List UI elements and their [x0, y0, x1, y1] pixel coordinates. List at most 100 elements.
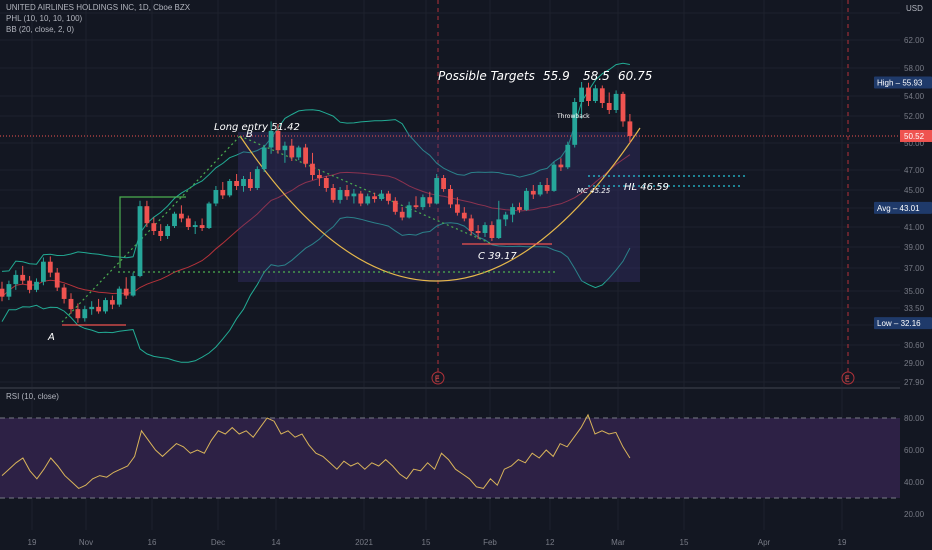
price-axis: USD27.9029.0030.6032.0033.5035.0037.0039…: [874, 0, 932, 550]
point-a-label: A: [47, 332, 55, 343]
candle-body: [116, 288, 122, 305]
candle-body: [606, 103, 612, 110]
candle-body: [503, 214, 509, 220]
throwback-label: Throwback: [556, 113, 590, 120]
candle-body: [179, 213, 184, 219]
candle-body: [434, 178, 440, 204]
candle-body: [344, 190, 350, 197]
candle-body: [558, 164, 564, 168]
candle-body: [317, 175, 322, 178]
earnings-marker-label: E: [845, 375, 850, 384]
downtrend-line: [239, 135, 493, 245]
candle-body: [254, 169, 260, 188]
price-tick-label: 39.00: [904, 243, 925, 252]
candle-body: [165, 226, 170, 236]
target-value: 55.9: [543, 69, 570, 83]
rsi-tick-label: 60.00: [904, 446, 925, 455]
point-b-label: B: [246, 129, 253, 140]
candle-body: [468, 218, 474, 231]
candle-body: [241, 179, 246, 186]
price-axis-bg: [900, 0, 932, 550]
time-tick-label: Dec: [211, 538, 225, 547]
candle-body: [579, 87, 584, 102]
candle-body: [420, 197, 426, 208]
candle-body: [565, 144, 571, 168]
time-tick-label: 15: [422, 538, 431, 547]
candle-body: [54, 272, 60, 288]
candle-body: [213, 190, 219, 204]
candle-body: [379, 193, 384, 199]
candle-body: [544, 185, 550, 191]
candle-body: [593, 88, 598, 101]
candle-body: [475, 231, 481, 233]
candle-body: [96, 306, 101, 312]
bb-basis: [1, 154, 631, 298]
candle-body: [6, 284, 12, 297]
time-axis: 19 Nov 16 Dec 14 2021 15 Feb 12 Mar 15 Apr 19: [0, 532, 932, 550]
price-tick-label: 45.00: [904, 186, 925, 195]
target-value: 58.5: [583, 69, 610, 83]
earnings-marker-circle: [841, 371, 855, 385]
candle-body: [351, 193, 357, 197]
candle-body: [75, 309, 81, 319]
candle-body: [227, 181, 233, 196]
target-value: 60.75: [618, 69, 652, 83]
candle-body: [34, 281, 39, 290]
price-tick-label: 37.00: [904, 264, 925, 273]
time-tick-label: 15: [680, 538, 689, 547]
time-tick-label: 19: [28, 538, 37, 547]
time-tick-label: 16: [148, 538, 157, 547]
c-low-label: C 39.17: [478, 251, 517, 262]
candle-body: [296, 147, 302, 158]
price-tick-label: 50.00: [904, 139, 925, 148]
candle-body: [27, 280, 32, 290]
time-tick-label: Apr: [758, 538, 771, 547]
candle-body: [89, 306, 95, 310]
currency-label: USD: [906, 4, 923, 13]
candle-body: [524, 190, 529, 210]
rsi-band: [0, 418, 900, 498]
bb-upper: [1, 62, 630, 272]
time-tick-label: 2021: [355, 538, 373, 547]
time-tick-label: Mar: [611, 538, 625, 547]
candle-body: [455, 204, 460, 213]
candle-body: [413, 205, 419, 208]
price-tick-label: 27.90: [904, 378, 925, 387]
bb-legend: BB (20, close, 2, 0): [6, 25, 75, 34]
price-badge: [874, 201, 932, 214]
price-tick-label: 30.60: [904, 341, 925, 350]
price-badge-label: Low – 32.16: [877, 319, 921, 328]
targets-label: Possible Targets: [438, 69, 535, 83]
candle-body: [110, 300, 115, 305]
candle-body: [586, 87, 591, 101]
candle-body: [427, 197, 433, 204]
candle-body: [158, 231, 164, 236]
candle-body: [372, 196, 377, 199]
candle-body: [510, 207, 515, 215]
bb-lower: [1, 216, 631, 363]
candle-body: [144, 206, 150, 224]
time-axis-bg: [0, 532, 932, 550]
rsi-legend: RSI (10, close): [6, 392, 59, 401]
candle-body: [61, 287, 67, 299]
candle-body: [20, 274, 26, 281]
rsi-line: [1, 413, 631, 489]
candle-body: [41, 261, 46, 282]
candle-body: [268, 130, 274, 148]
phl-step: [119, 196, 186, 268]
price-tick-label: 41.00: [904, 223, 925, 232]
candle-body: [599, 88, 605, 103]
price-tick-label: 52.00: [904, 112, 925, 121]
price-tick-label: 47.00: [904, 166, 925, 175]
price-badge: [874, 76, 932, 89]
price-badge: [874, 317, 932, 330]
bollinger-bands: [1, 62, 631, 363]
candle-body: [365, 196, 371, 204]
candle-body: [234, 181, 239, 186]
candle-body: [310, 163, 315, 175]
candle-body: [303, 147, 308, 164]
candle-body: [406, 205, 412, 218]
price-tick-label: 58.00: [904, 64, 925, 73]
candle-body: [289, 145, 295, 158]
